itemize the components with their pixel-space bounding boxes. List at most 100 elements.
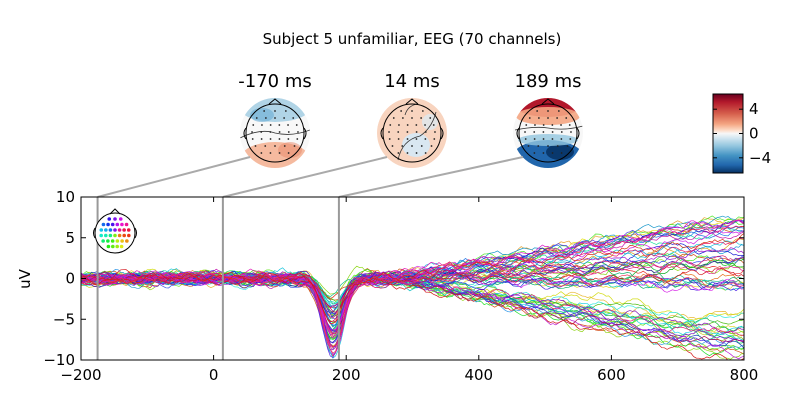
sensor-legend-dot [101, 239, 105, 243]
sensor-dot [406, 152, 409, 154]
sensor-dot [533, 152, 536, 154]
topomap-connectors [97, 156, 524, 198]
sensor-legend-dot [113, 217, 117, 221]
sensor-dot [269, 131, 272, 133]
sensor-dot [421, 110, 424, 112]
x-tick-label: 800 [730, 366, 759, 384]
sensor-dot [434, 131, 436, 133]
topomap-1 [240, 98, 310, 168]
sensor-legend-dot [117, 228, 122, 232]
sensor-legend-dot [125, 239, 129, 243]
sensor-legend-dot [118, 217, 123, 221]
sensor-legend-dot [115, 239, 120, 243]
sensor-dot [388, 138, 391, 140]
y-tick-label: 10 [56, 188, 75, 206]
sensor-dot [255, 117, 258, 119]
sensor-legend-dot [106, 222, 110, 227]
sensor-dot [392, 117, 395, 119]
eeg-channel-trace [81, 230, 744, 331]
eeg-traces [81, 215, 744, 360]
sensor-legend-dot [103, 233, 108, 238]
sensor-dot [420, 145, 423, 147]
eeg-channel-trace [81, 230, 744, 351]
sensor-legend-dot [122, 233, 127, 238]
sensor-dot [269, 124, 272, 126]
sensor-dot [415, 152, 418, 154]
colorbar-tick-label: −4 [749, 149, 771, 167]
colorbar-tick-label: 4 [749, 100, 759, 118]
sensor-dot [536, 110, 539, 112]
sensor-dot [533, 138, 536, 140]
sensor-dot [287, 124, 289, 126]
sensor-legend-dot [120, 239, 124, 243]
sensor-dot [533, 131, 536, 133]
sensor-legend-dot [119, 244, 124, 249]
sensor-dot [264, 145, 267, 147]
sensor-dot [411, 145, 413, 147]
sensor-legend [93, 208, 137, 254]
sensor-dot [560, 138, 563, 140]
topomap-connector [338, 156, 524, 198]
sensor-legend-dot [101, 222, 106, 227]
sensor-dot [424, 124, 426, 126]
sensor-dot [429, 117, 432, 119]
sensor-dot [565, 117, 568, 119]
sensor-dot [260, 131, 263, 133]
sensor-dot [557, 110, 560, 112]
sensor-dot [569, 138, 572, 140]
eeg-channel-trace [81, 272, 744, 360]
x-tick-label: 0 [209, 366, 219, 384]
eeg-channel-trace [81, 271, 744, 360]
sensor-dot [406, 124, 409, 126]
sensor-dot [415, 138, 418, 140]
y-tick-label: 5 [65, 229, 75, 247]
sensor-dot [542, 124, 545, 126]
sensor-dot [534, 124, 536, 126]
sensor-dot [542, 138, 545, 140]
y-tick-label: −10 [43, 351, 75, 369]
sensor-legend-dot [106, 244, 111, 249]
sensor-dot [274, 110, 276, 112]
sensor-dot [556, 117, 559, 119]
sensor-legend-dot [108, 228, 113, 232]
sensor-dot [547, 110, 549, 112]
sensor-dot [551, 124, 554, 126]
sensor-dot [261, 124, 263, 126]
colorbar-tick-label: 0 [749, 125, 759, 143]
sensor-dot [556, 145, 559, 147]
sensor-dot [264, 117, 267, 119]
eeg-channel-trace [81, 237, 744, 348]
sensor-dot [537, 145, 540, 147]
sensor-dot [254, 145, 257, 147]
topomap-2-sensors [388, 110, 436, 154]
sensor-dot [397, 152, 400, 154]
sensor-dot [430, 145, 433, 147]
x-tick-label: 200 [332, 366, 361, 384]
sensor-legend-dot [104, 228, 108, 232]
chart-title: Subject 5 unfamiliar, EEG (70 channels) [263, 30, 562, 48]
topomap-2 [377, 98, 447, 168]
sensor-dot [424, 152, 427, 154]
sensor-legend-dot [99, 228, 104, 232]
sensor-legend-dot [115, 244, 119, 249]
sensor-dot [415, 131, 418, 133]
sensor-dot [433, 138, 436, 140]
sensor-dot [420, 117, 423, 119]
sensor-dot [568, 124, 571, 126]
sensor-dot [296, 138, 299, 140]
sensor-legend-dot [107, 217, 112, 221]
sensor-dot [269, 138, 272, 140]
y-axis-label: uV [16, 268, 34, 289]
sensor-dot [251, 138, 254, 140]
sensor-legend-dot [106, 239, 110, 243]
sensor-dot [537, 117, 540, 119]
sensor-dot [269, 152, 272, 154]
eeg-channel-trace [81, 219, 744, 337]
sensor-dot [424, 138, 427, 140]
sensor-dot [400, 110, 403, 112]
sensor-dot [295, 124, 298, 126]
sensor-dot [551, 138, 554, 140]
sensor-dot [287, 138, 290, 140]
sensor-dot [525, 124, 528, 126]
